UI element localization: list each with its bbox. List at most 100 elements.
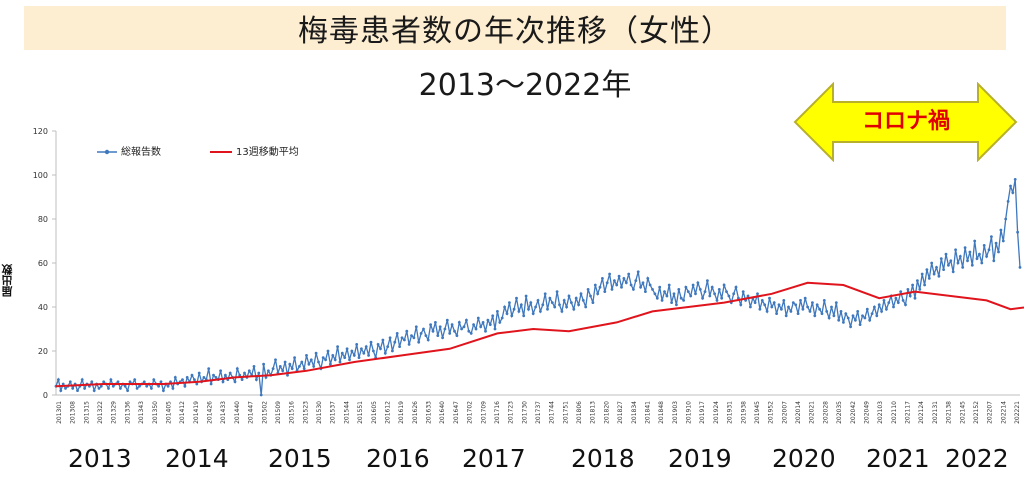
data-point (419, 332, 423, 335)
data-point (138, 384, 141, 388)
data-point (541, 303, 545, 307)
year-labels: 2013 2014 2015 2016 2017 2018 2019 2020 2021 2022 (0, 444, 1024, 478)
x-tick-label: 201619 (398, 401, 405, 424)
data-point (321, 356, 325, 359)
data-point (364, 345, 368, 348)
data-point (350, 349, 354, 353)
data-point (90, 380, 94, 384)
data-point (116, 380, 120, 384)
y-tick-label: 80 (38, 215, 48, 224)
data-point (956, 261, 960, 265)
data-point (732, 292, 736, 296)
data-point (634, 279, 638, 282)
data-point (302, 367, 306, 370)
data-point (107, 387, 110, 390)
data-point (369, 340, 373, 344)
data-point (658, 285, 662, 289)
data-point (908, 294, 912, 298)
data-point (570, 301, 573, 304)
data-point (128, 380, 132, 384)
data-point (546, 307, 549, 311)
data-point (221, 380, 225, 384)
data-point (352, 354, 356, 357)
data-point (861, 314, 864, 318)
x-tick-label: 201813 (590, 401, 597, 424)
data-point (162, 389, 165, 392)
data-point (679, 296, 683, 300)
data-point (59, 389, 63, 392)
data-point (932, 272, 936, 276)
y-tick-label: 20 (38, 347, 48, 356)
data-point (641, 281, 645, 285)
data-point (307, 362, 311, 366)
data-point (64, 387, 67, 390)
data-point (963, 246, 967, 250)
x-tick-label: 201827 (617, 401, 624, 424)
corona-label: コロナ禍 (861, 109, 950, 134)
data-point (417, 340, 421, 344)
data-point (794, 303, 798, 307)
data-point (412, 336, 416, 340)
data-point (298, 365, 301, 368)
data-point (257, 371, 261, 375)
data-point (927, 277, 931, 280)
x-tick-label: 201633 (426, 401, 433, 424)
x-tick-label: 201702 (467, 401, 474, 424)
data-point (486, 318, 490, 322)
data-point (152, 378, 156, 381)
data-point (966, 259, 969, 263)
data-point (717, 288, 721, 291)
data-point (383, 351, 387, 355)
data-point (76, 389, 79, 392)
data-point (875, 314, 879, 318)
data-point (1004, 217, 1008, 221)
x-tick-label: 202110 (891, 401, 898, 424)
data-point (388, 336, 392, 340)
data-point (314, 351, 318, 355)
data-point (885, 307, 888, 311)
data-point (527, 307, 530, 311)
data-point (608, 272, 611, 276)
data-point (286, 373, 289, 377)
data-point (639, 285, 642, 289)
data-point (126, 389, 129, 392)
data-point (770, 305, 774, 309)
data-point (157, 384, 161, 388)
x-tick-label: 202145 (959, 401, 966, 424)
data-point (667, 283, 671, 287)
data-point (1009, 184, 1012, 188)
data-point (997, 250, 1000, 254)
data-point (796, 312, 800, 315)
data-point (331, 354, 335, 357)
data-point (407, 343, 411, 346)
data-point (985, 255, 988, 258)
data-point (324, 358, 327, 362)
data-point (197, 371, 201, 375)
x-tick-label: 201544 (343, 401, 350, 424)
data-point (629, 283, 633, 287)
x-tick-label: 201709 (480, 401, 487, 424)
data-point (436, 334, 440, 337)
chart-title: 梅毒患者数の年次推移（女性） (298, 14, 732, 49)
data-point (515, 296, 518, 300)
data-point (760, 299, 764, 302)
data-point (434, 321, 437, 324)
data-point (670, 301, 673, 304)
x-tick-label: 202035 (836, 401, 843, 424)
data-point (982, 244, 986, 247)
data-point (627, 272, 631, 276)
data-point (448, 332, 452, 335)
chart-subtitle: 2013～2022年 (418, 68, 632, 103)
data-point (278, 365, 282, 368)
data-point (753, 301, 757, 304)
data-point (271, 367, 275, 370)
data-point (238, 373, 242, 377)
data-point (799, 299, 802, 302)
data-point (610, 288, 614, 291)
data-point (190, 373, 194, 377)
data-point (854, 318, 857, 322)
data-point (603, 290, 607, 293)
x-tick-label: 201903 (672, 401, 679, 424)
data-point (505, 312, 509, 315)
data-point (589, 294, 592, 298)
